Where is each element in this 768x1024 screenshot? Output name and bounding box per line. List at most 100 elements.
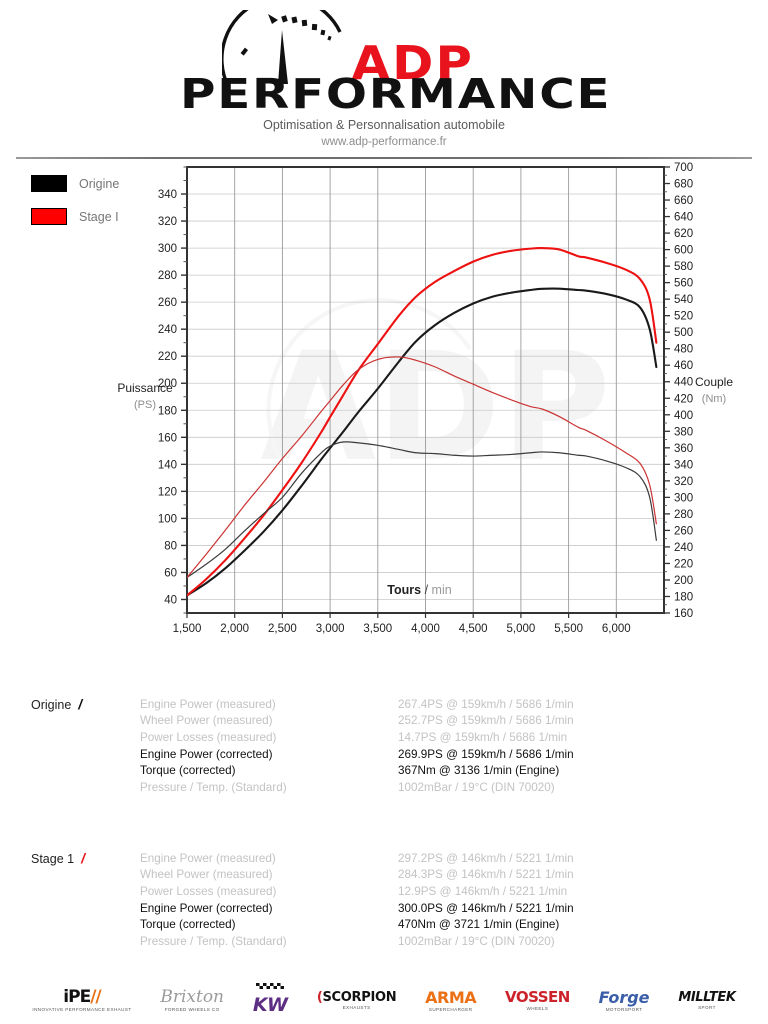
result-title-origine-label: Origine: [31, 698, 72, 712]
sponsor-arma-sub: SUPERCHARGER: [428, 1006, 473, 1012]
svg-text:340: 340: [674, 459, 693, 471]
sponsor-scorpion-label: SCORPION: [322, 989, 397, 1005]
svg-text:5,000: 5,000: [507, 623, 536, 635]
speedometer-icon: [222, 10, 342, 87]
result-row: Engine Power (measured) 267.4PS @ 159km/h…: [140, 696, 760, 713]
svg-text:4,500: 4,500: [459, 623, 488, 635]
result-row-value: 12.9PS @ 146km/h / 5221 1/min: [398, 884, 568, 898]
svg-text:320: 320: [158, 216, 177, 228]
svg-text:400: 400: [674, 410, 693, 422]
svg-text:3,500: 3,500: [363, 623, 392, 635]
svg-text:300: 300: [158, 243, 177, 255]
svg-text:460: 460: [674, 360, 693, 372]
svg-text:220: 220: [674, 558, 693, 570]
sponsor-vossen-label: VOSSEN: [504, 988, 570, 1006]
result-row-label: Engine Power (measured): [140, 697, 276, 711]
result-row-value: 367Nm @ 3136 1/min (Engine): [398, 764, 560, 778]
logo-adp-text: ADP: [351, 36, 475, 90]
result-row-label: Torque (corrected): [140, 918, 236, 932]
svg-text:(Nm): (Nm): [702, 393, 726, 405]
result-title-stage1: Stage 1 /: [31, 850, 85, 866]
result-row-label: Engine Power (measured): [140, 851, 276, 865]
logo-performance-text: PERFORMANCE: [180, 70, 612, 118]
result-slash-stage1: /: [81, 850, 85, 866]
result-row-value: 269.9PS @ 159km/h / 5686 1/min: [398, 747, 574, 761]
svg-text:280: 280: [674, 509, 693, 521]
svg-text:380: 380: [674, 426, 693, 438]
sponsor-vossen: VOSSEN WHEELS: [505, 985, 570, 1015]
result-row: Engine Power (measured) 297.2PS @ 146km/h…: [140, 850, 760, 867]
svg-text:360: 360: [674, 443, 693, 455]
svg-text:540: 540: [674, 294, 693, 306]
result-block-stage1: Stage 1 / Engine Power (measured) 297.2PS …: [0, 850, 768, 990]
chart-canvas: ADP 40 60 80 100 120 140 160 180 200 220 240 260 280 3…: [117, 162, 733, 635]
sponsor-kw: KW: [252, 983, 288, 1016]
sponsor-forge: Forge MOTORSPORT: [599, 985, 650, 1015]
legend-label-stage1: Stage I: [79, 209, 119, 224]
svg-text:160: 160: [158, 432, 177, 444]
svg-text:220: 220: [158, 351, 177, 363]
checkered-flag-icon: [256, 983, 285, 989]
result-row-label: Engine Power (corrected): [140, 901, 273, 915]
svg-text:ADP: ADP: [260, 321, 611, 495]
result-row-value: 1002mBar / 19°C (DIN 70020): [398, 780, 555, 794]
result-row-label: Pressure / Temp. (Standard): [140, 780, 287, 794]
result-rows-origine: Engine Power (measured) 267.4PS @ 159km/h…: [140, 696, 760, 796]
legend-item-stage1: Stage I: [31, 208, 119, 225]
sponsor-forge-label: Forge: [598, 987, 650, 1007]
result-row: Wheel Power (measured) 284.3PS @ 146km/h …: [140, 867, 760, 884]
result-row-label: Torque (corrected): [140, 764, 236, 778]
result-row: Power Losses (measured) 12.9PS @ 146km/h …: [140, 883, 760, 900]
result-row-value: 1002mBar / 19°C (DIN 70020): [398, 934, 555, 948]
svg-text:240: 240: [158, 324, 177, 336]
svg-text:200: 200: [674, 575, 693, 587]
sponsor-brixton-label: Brixton: [160, 987, 225, 1007]
sponsor-milltek-label: MILLTEK: [678, 989, 736, 1005]
legend-swatch-stage1: [31, 208, 67, 225]
result-row-value: 252.7PS @ 159km/h / 5686 1/min: [398, 714, 574, 728]
result-row-value: 267.4PS @ 159km/h / 5686 1/min: [398, 697, 574, 711]
svg-text:140: 140: [158, 459, 177, 471]
svg-text:500: 500: [674, 327, 693, 339]
sponsor-milltek: MILLTEK SPORT: [678, 985, 736, 1015]
svg-text:6,000: 6,000: [602, 623, 631, 635]
svg-text:420: 420: [674, 393, 693, 405]
svg-text:260: 260: [674, 525, 693, 537]
sponsor-vossen-sub: WHEELS: [526, 1006, 549, 1011]
svg-text:520: 520: [674, 311, 693, 323]
result-row: Pressure / Temp. (Standard) 1002mBar / 19…: [140, 779, 760, 796]
svg-text:4,000: 4,000: [411, 623, 440, 635]
result-rows-stage1: Engine Power (measured) 297.2PS @ 146km/h…: [140, 850, 760, 950]
result-row-label: Engine Power (corrected): [140, 747, 273, 761]
sponsor-brixton: Brixton FORGED WHEELS CO: [160, 985, 224, 1015]
result-row: Engine Power (corrected) 269.9PS @ 159km/…: [140, 746, 760, 763]
dyno-chart: Origine Stage I ADP 40 60 80 100 120 140 160 180…: [0, 159, 768, 644]
result-row: Power Losses (measured) 14.7PS @ 159km/h …: [140, 729, 760, 746]
result-row-label: Wheel Power (measured): [140, 868, 273, 882]
svg-text:200: 200: [158, 378, 177, 390]
svg-text:480: 480: [674, 344, 693, 356]
result-row-label: Power Losses (measured): [140, 730, 277, 744]
svg-text:2,000: 2,000: [220, 623, 249, 635]
svg-text:40: 40: [164, 594, 177, 606]
svg-text:120: 120: [158, 486, 177, 498]
sponsor-arma-label: ARMA: [425, 987, 477, 1007]
result-row: Torque (corrected) 470Nm @ 3721 1/min (En…: [140, 916, 760, 933]
result-row-label: Wheel Power (measured): [140, 714, 273, 728]
result-row: Torque (corrected) 367Nm @ 3136 1/min (En…: [140, 762, 760, 779]
svg-text:5,500: 5,500: [554, 623, 583, 635]
result-title-stage1-label: Stage 1: [31, 852, 75, 866]
page-header: ADP PERFORMANCE Optimisation & Personnal…: [0, 0, 768, 148]
svg-text:680: 680: [674, 179, 693, 191]
legend-item-origine: Origine: [31, 175, 119, 192]
svg-text:320: 320: [674, 476, 693, 488]
result-slash-origine: /: [78, 696, 83, 712]
sponsor-arma: ARMA SUPERCHARGER: [425, 985, 477, 1015]
sponsor-kw-label: KW: [252, 994, 288, 1016]
result-title-origine: Origine /: [31, 696, 82, 712]
svg-text:240: 240: [674, 542, 693, 554]
svg-text:160: 160: [674, 608, 693, 620]
legend-label-origine: Origine: [79, 176, 120, 191]
sponsor-milltek-sub: SPORT: [698, 1004, 716, 1010]
svg-text:Tours / min: Tours / min: [387, 583, 451, 597]
